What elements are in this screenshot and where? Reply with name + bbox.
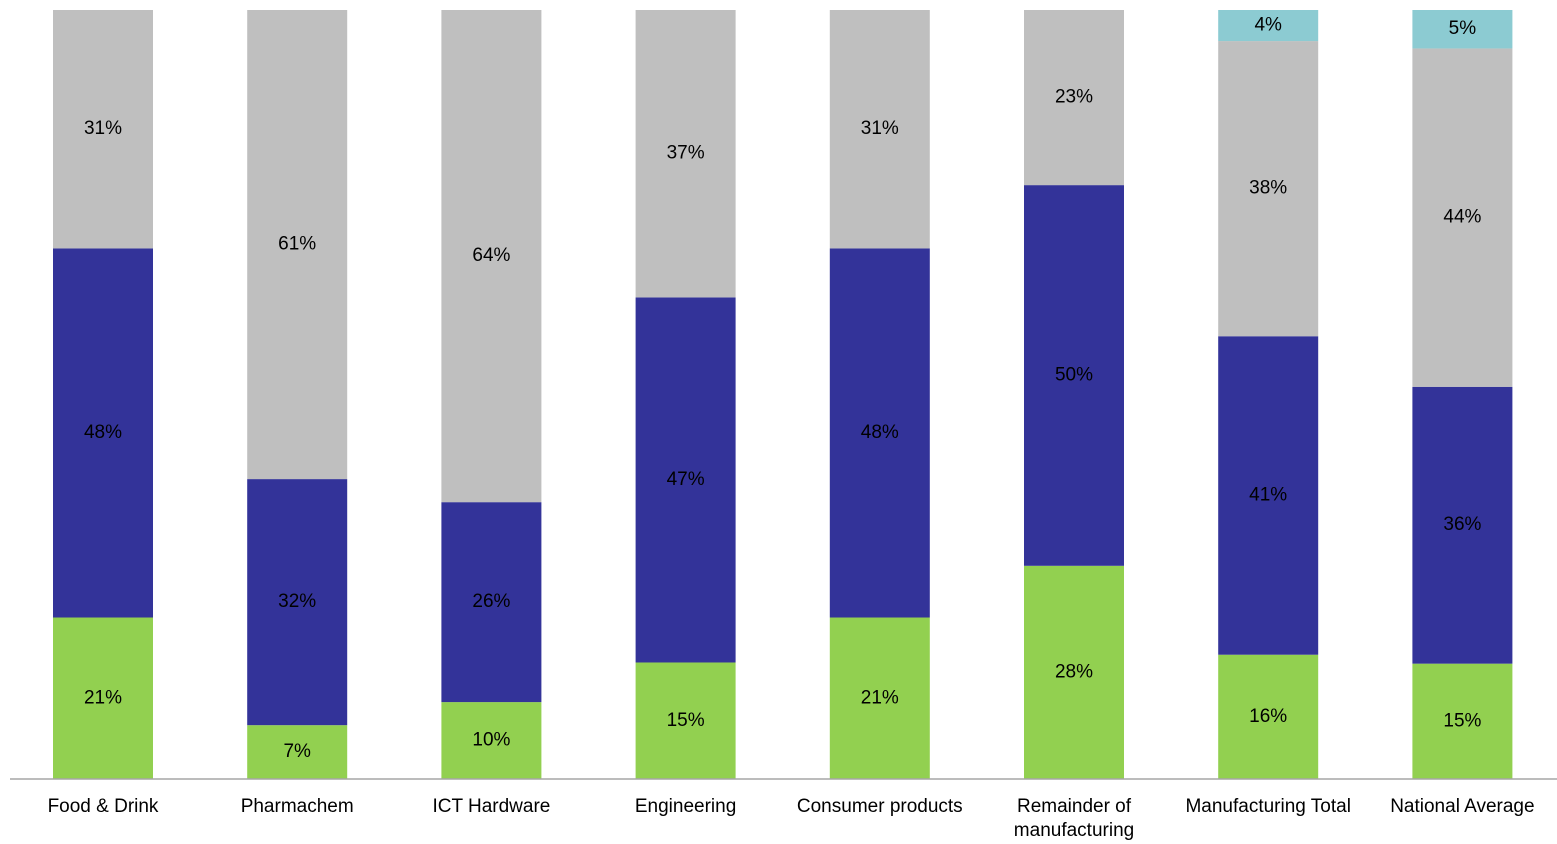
data-label: 37% bbox=[667, 143, 705, 164]
data-label: 36% bbox=[1443, 514, 1481, 535]
bar-segment bbox=[441, 10, 542, 503]
category-label: Remainder of manufacturing bbox=[1014, 796, 1134, 841]
data-label: 23% bbox=[1055, 87, 1093, 108]
bar-segment bbox=[247, 725, 348, 779]
data-label: 10% bbox=[472, 730, 510, 751]
bar-segment bbox=[1412, 10, 1513, 49]
bars-group bbox=[53, 10, 1513, 779]
data-label: 4% bbox=[1254, 15, 1282, 36]
data-label: 31% bbox=[84, 118, 122, 139]
data-label: 31% bbox=[861, 118, 899, 139]
bar-segment bbox=[1412, 386, 1513, 664]
data-label: 21% bbox=[861, 687, 899, 708]
data-label: 44% bbox=[1443, 207, 1481, 228]
data-label: 15% bbox=[667, 710, 705, 731]
bar-segment bbox=[1218, 41, 1319, 337]
bar-segment bbox=[1412, 663, 1513, 779]
bar-segment bbox=[53, 248, 153, 618]
data-label: 21% bbox=[84, 687, 122, 708]
data-label: 7% bbox=[283, 741, 311, 762]
data-label: 47% bbox=[667, 469, 705, 490]
category-label: Manufacturing Total bbox=[1185, 796, 1350, 817]
bar-segment bbox=[1024, 185, 1124, 566]
data-label: 50% bbox=[1055, 364, 1093, 385]
category-label-line: ICT Hardware bbox=[432, 796, 550, 817]
bar-segment bbox=[1412, 48, 1513, 387]
category-label-line: National Average bbox=[1390, 796, 1534, 817]
category-label-line: Food & Drink bbox=[48, 796, 159, 817]
bar-segment bbox=[247, 10, 348, 480]
data-label: 26% bbox=[472, 591, 510, 612]
category-label-line: manufacturing bbox=[1014, 820, 1134, 841]
bar-segment bbox=[441, 502, 542, 703]
bar-segment bbox=[635, 297, 736, 663]
bar-segment bbox=[53, 10, 153, 249]
category-labels-group: Food & Drink Pharmachem ICT Hardware Engine… bbox=[48, 796, 1535, 841]
data-label: 32% bbox=[278, 591, 316, 612]
category-label-line: Manufacturing Total bbox=[1185, 796, 1350, 817]
category-label: Pharmachem bbox=[241, 796, 354, 817]
data-label: 48% bbox=[84, 422, 122, 443]
data-label: 38% bbox=[1249, 178, 1287, 199]
bar-segment bbox=[1024, 565, 1124, 779]
bar-segment bbox=[1218, 336, 1319, 655]
bar-segment bbox=[829, 10, 930, 249]
data-labels-group: 21% 48% 31% 7% 32% 61% 10% 26% 64% 15% 47% 37% 21% 48… bbox=[84, 15, 1482, 763]
data-label: 16% bbox=[1249, 706, 1287, 727]
category-label-line: Pharmachem bbox=[241, 796, 354, 817]
category-label-line: Consumer products bbox=[797, 796, 963, 817]
bar-segment bbox=[247, 479, 348, 726]
category-label-line: Remainder of bbox=[1017, 796, 1132, 817]
category-label: Engineering bbox=[635, 796, 736, 817]
data-label: 48% bbox=[861, 422, 899, 443]
category-label-line: Engineering bbox=[635, 796, 736, 817]
category-label: ICT Hardware bbox=[432, 796, 550, 817]
data-label: 15% bbox=[1443, 710, 1481, 731]
category-label: Food & Drink bbox=[48, 796, 159, 817]
category-label: National Average bbox=[1390, 796, 1534, 817]
bar-segment bbox=[635, 662, 736, 779]
bar-segment bbox=[829, 617, 930, 779]
category-label: Consumer products bbox=[797, 796, 963, 817]
bar-segment bbox=[1218, 654, 1319, 779]
bar-segment bbox=[1218, 10, 1319, 42]
bar-segment bbox=[635, 10, 736, 298]
bar-segment bbox=[441, 702, 542, 779]
bar-segment bbox=[1024, 10, 1124, 186]
data-label: 5% bbox=[1449, 18, 1477, 39]
data-label: 41% bbox=[1249, 484, 1287, 505]
data-label: 64% bbox=[472, 245, 510, 266]
data-label: 28% bbox=[1055, 661, 1093, 682]
bar-segment bbox=[829, 248, 930, 618]
data-label: 61% bbox=[278, 234, 316, 255]
bar-segment bbox=[53, 617, 153, 779]
